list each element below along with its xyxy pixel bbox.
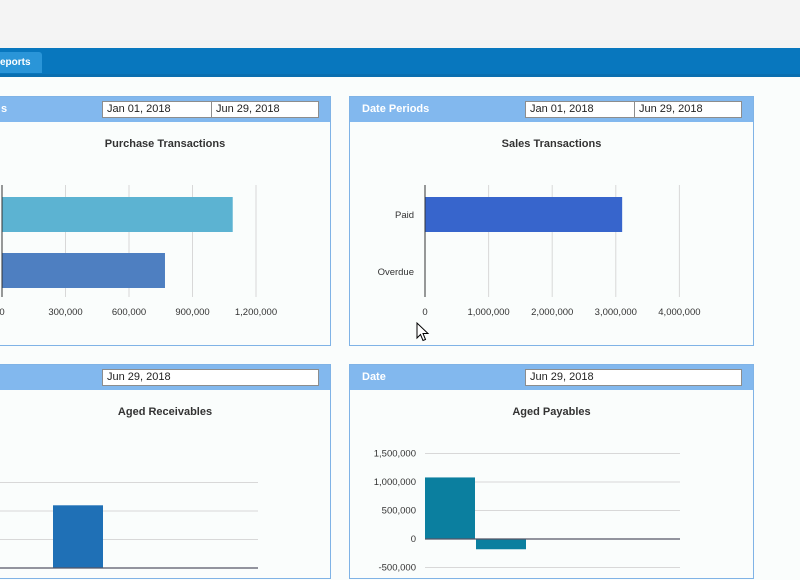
- purchase-chart: 0 300,000 600,000 900,000 1,200,000: [0, 185, 277, 318]
- x-tick-label: 900,000: [175, 307, 209, 318]
- y-tick-label: -500,000: [378, 563, 416, 574]
- bar: [425, 197, 623, 232]
- panel-header: Date Jun 29, 2018: [350, 365, 753, 390]
- x-tick-label: 0: [422, 307, 427, 318]
- date-to-input[interactable]: Jun 29, 2018: [634, 101, 742, 118]
- panel-header-label: Date Periods: [362, 103, 430, 115]
- x-tick-label: 600,000: [112, 307, 146, 318]
- panel-header: s Jan 01, 2018 Jun 29, 2018: [0, 97, 330, 122]
- y-tick-label: 1,500,000: [374, 449, 416, 460]
- purchase-transactions-panel: s Jan 01, 2018 Jun 29, 2018 Purchase Tra…: [0, 96, 331, 346]
- x-tick-label: 3,000,000: [595, 307, 637, 318]
- x-tick-label: 4,000,000: [658, 307, 700, 318]
- date-input[interactable]: Jun 29, 2018: [102, 369, 319, 386]
- x-tick-label: 1,000,000: [467, 307, 509, 318]
- bar: [2, 253, 165, 288]
- sales-transactions-panel: Date Periods Jan 01, 2018 Jun 29, 2018 S…: [349, 96, 754, 346]
- x-tick-label: 300,000: [48, 307, 82, 318]
- payables-chart: 1,500,000 1,000,000 500,000 0 -500,000: [374, 449, 680, 574]
- panel-header-label: Date: [362, 371, 386, 383]
- y-tick-label: 1,000,000: [374, 477, 416, 488]
- bar: [53, 505, 103, 568]
- bar: [425, 477, 475, 539]
- bar: [2, 197, 233, 232]
- mouse-cursor-icon: [416, 321, 430, 342]
- chart-title: Sales Transactions: [501, 138, 602, 150]
- date-input[interactable]: Jun 29, 2018: [525, 369, 742, 386]
- y-tick-label: 0: [411, 534, 416, 545]
- nav-bar: [0, 48, 800, 77]
- y-tick-label: 500,000: [382, 506, 416, 517]
- panel-header: Jun 29, 2018: [0, 365, 330, 390]
- y-category-label: Overdue: [378, 267, 414, 278]
- top-bar: [0, 0, 800, 48]
- aged-payables-panel: Date Jun 29, 2018 Aged Payables 1,500,00…: [349, 364, 754, 579]
- chart-title: Purchase Transactions: [104, 138, 226, 150]
- chart-title: Aged Payables: [512, 406, 591, 418]
- tab-reports[interactable]: eports: [0, 52, 42, 73]
- bar: [476, 539, 526, 550]
- receivables-chart: [0, 482, 258, 569]
- sales-chart: 0 1,000,000 2,000,000 3,000,000 4,000,000 Pai…: [378, 185, 701, 318]
- panel-header: Date Periods Jan 01, 2018 Jun 29, 2018: [350, 97, 753, 122]
- y-category-label: Paid: [395, 210, 414, 221]
- x-tick-label: 0: [0, 307, 5, 318]
- chart-title: Aged Receivables: [117, 406, 213, 418]
- x-tick-label: 1,200,000: [235, 307, 277, 318]
- x-tick-label: 2,000,000: [531, 307, 573, 318]
- date-from-input[interactable]: Jan 01, 2018: [525, 101, 635, 118]
- panel-header-label: s: [1, 103, 8, 115]
- aged-receivables-panel: Jun 29, 2018 Aged Receivables: [0, 364, 331, 579]
- date-to-input[interactable]: Jun 29, 2018: [211, 101, 319, 118]
